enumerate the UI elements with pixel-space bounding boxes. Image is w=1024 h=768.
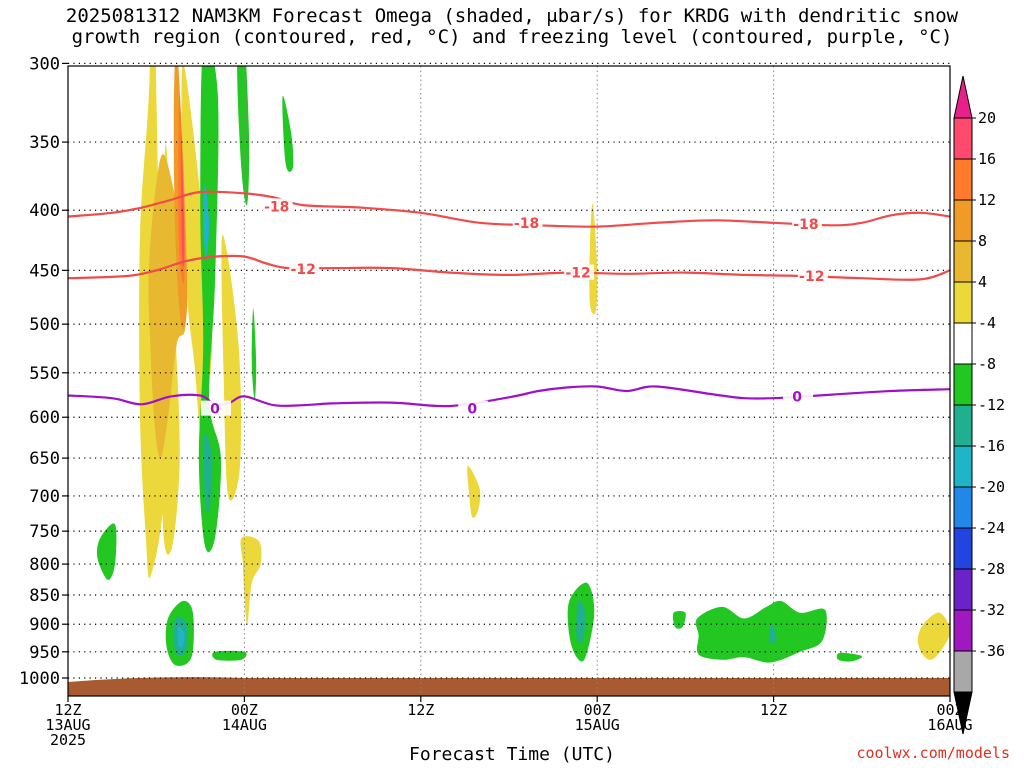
shaded-region-22 (695, 600, 827, 663)
y-tick-300: 300 (29, 54, 60, 74)
shaded-region-14 (282, 95, 294, 172)
contour-label-0-1: -18 (514, 216, 539, 232)
contour-labels: -18 -18 -18 -12 -12 -12 0 0 0 (201, 198, 828, 418)
contour-2 (68, 385, 950, 408)
colorbar-swatch-13 (953, 650, 973, 693)
contour-label-0-0: -18 (264, 199, 289, 215)
grid-lines (68, 62, 950, 696)
contour-label-0-2: -18 (793, 217, 818, 233)
shaded-region-23 (836, 652, 863, 662)
colorbar-label-10: -24 (978, 519, 1005, 537)
shaded-region-4 (240, 536, 262, 625)
shaded-region-19 (212, 650, 247, 661)
y-tick-900: 900 (29, 615, 60, 635)
shaded-region-6 (467, 465, 481, 518)
y-axis-ticks: 2503003504004505005506006507007508008509… (19, 54, 68, 689)
colorbar-swatch-5 (953, 322, 973, 365)
contour-label-1-2: -12 (799, 269, 824, 285)
colorbar-swatch-10 (953, 527, 973, 570)
shaded-region-13 (237, 66, 250, 206)
shaded-region-29 (203, 184, 210, 259)
contour-label-1-0: -12 (291, 262, 316, 278)
ground-layer (68, 677, 950, 696)
colorbar-swatch-12 (953, 609, 973, 652)
colorbar-swatch-11 (953, 568, 973, 611)
colorbar-label-2: 12 (978, 191, 996, 209)
contour-0 (68, 190, 950, 228)
shaded-region-28 (177, 626, 185, 648)
x-tick-36-1: 15AUG (575, 716, 620, 734)
colorbar-label-9: -20 (978, 478, 1005, 496)
colorbar-swatch-4 (953, 281, 973, 324)
x-tick-24-0: 12Z (407, 701, 434, 719)
y-tick-600: 600 (29, 408, 60, 428)
colorbar-swatch-6 (953, 363, 973, 406)
shaded-region-26 (576, 600, 586, 643)
colorbar-swatch-2 (953, 199, 973, 242)
plot-frame (67, 65, 951, 697)
colorbar-label-7: -12 (978, 396, 1005, 414)
shaded-region-3 (221, 234, 242, 501)
colorbar-label-6: -8 (978, 355, 996, 373)
colorbar-label-11: -28 (978, 560, 1005, 578)
colorbar-swatch-8 (953, 445, 973, 488)
colorbar-label-0: 20 (978, 109, 996, 127)
contour-label-2-2: 0 (792, 389, 802, 405)
ground-surface (68, 677, 950, 696)
x-tick-0-0: 12Z (54, 701, 81, 719)
shaded-region-16 (251, 308, 257, 400)
y-tick-550: 550 (29, 364, 60, 384)
colorbar: 20 16 12 8 4 -4 -8 -12 -16 -20 -24 -28 -32 -36 (953, 75, 1005, 735)
shaded-region-5 (589, 203, 598, 315)
x-axis-label: Forecast Time (UTC) (409, 744, 615, 765)
colorbar-label-1: 16 (978, 150, 996, 168)
omega-shading (96, 66, 950, 666)
x-tick-0-2: 2025 (50, 731, 86, 749)
colorbar-swatch-9 (953, 486, 973, 529)
shaded-region-7 (917, 612, 950, 660)
colorbar-swatch-7 (953, 404, 973, 447)
colorbar-label-4: 4 (978, 273, 987, 291)
x-tick-36-0: 00Z (584, 701, 611, 719)
colorbar-swatch-3 (953, 240, 973, 283)
colorbar-label-3: 8 (978, 232, 987, 250)
colorbar-swatch-1 (953, 158, 973, 201)
y-tick-500: 500 (29, 315, 60, 335)
y-tick-800: 800 (29, 555, 60, 575)
y-tick-350: 350 (29, 133, 60, 153)
x-tick-12-0: 00Z (231, 701, 258, 719)
y-tick-700: 700 (29, 487, 60, 507)
shaded-region-21 (672, 610, 686, 629)
x-tick-48-0: 12Z (760, 701, 787, 719)
y-tick-400: 400 (29, 201, 60, 221)
colorbar-label-12: -32 (978, 601, 1005, 619)
shaded-region-25 (203, 432, 213, 513)
colorbar-label-5: -4 (978, 314, 996, 332)
colorbar-bottom-arrow (953, 691, 973, 735)
y-tick-750: 750 (29, 522, 60, 542)
y-tick-650: 650 (29, 449, 60, 469)
y-tick-450: 450 (29, 261, 60, 281)
colorbar-label-13: -36 (978, 642, 1005, 660)
shaded-region-17 (96, 523, 117, 580)
colorbar-swatch-0 (953, 117, 973, 160)
contour-label-2-0: 0 (210, 402, 220, 418)
shaded-region-11 (181, 134, 185, 267)
chart-title: 2025081312 NAM3KM Forecast Omega (shaded… (0, 6, 1024, 48)
shaded-region-27 (769, 624, 777, 644)
title-line-1: 2025081312 NAM3KM Forecast Omega (shaded… (65, 5, 959, 27)
y-tick-850: 850 (29, 586, 60, 606)
title-line-2: growth region (contoured, red, °C) and f… (71, 26, 953, 48)
contour-label-1-1: -12 (565, 266, 590, 282)
y-tick-950: 950 (29, 643, 60, 663)
watermark: coolwx.com/models (856, 744, 1010, 762)
contour-label-2-1: 0 (467, 402, 477, 418)
colorbar-top-arrow (953, 75, 973, 119)
x-tick-0-1: 13AUG (45, 716, 90, 734)
colorbar-label-8: -16 (978, 437, 1005, 455)
x-tick-12-1: 14AUG (222, 716, 267, 734)
y-tick-1000: 1000 (19, 669, 60, 689)
